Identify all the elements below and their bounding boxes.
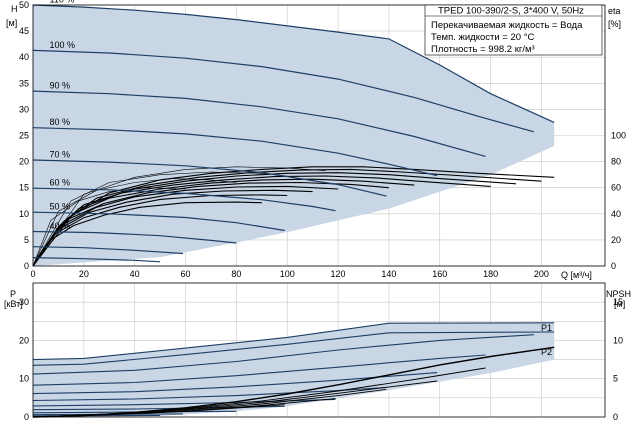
curve-label: 80 % xyxy=(50,117,71,127)
head-curve xyxy=(32,187,336,212)
head-curve xyxy=(32,90,486,157)
npsh-tick-label: 10 xyxy=(613,335,623,345)
curve-label: 110 % xyxy=(50,0,75,5)
x-tick-label: 100 xyxy=(280,269,295,279)
p-tick-label: 0 xyxy=(24,412,29,422)
y-tick-label: 5 xyxy=(24,235,29,245)
y-tick-label: 40 xyxy=(19,52,29,62)
y2-tick-label: 40 xyxy=(611,209,621,219)
head-curve xyxy=(32,246,184,255)
x-tick-label: 20 xyxy=(79,269,89,279)
npsh-axis-label: NPSH xyxy=(606,289,631,299)
npsh-tick-label: 5 xyxy=(613,374,618,384)
info-model: TPED 100-390/2-S, 3*400 V, 50Hz xyxy=(438,6,584,17)
info-fluid: Перекачиваемая жидкость = Вода xyxy=(431,20,583,31)
head-curve xyxy=(32,230,237,244)
head-curve xyxy=(32,159,387,197)
npsh-tick-label: 0 xyxy=(613,412,618,422)
y-tick-label: 45 xyxy=(19,26,29,36)
head-curve-labels: 110 % 100 % 90 % 80 % 70 % 60 % 50 % 40 % xyxy=(50,0,76,231)
head-curve xyxy=(32,211,285,232)
p1-label: P1 xyxy=(541,323,552,333)
x-tick-label: 180 xyxy=(483,269,498,279)
x-tick-label: 200 xyxy=(534,269,549,279)
head-curves xyxy=(32,4,555,263)
curve-label: 70 % xyxy=(50,150,71,160)
p-axis-unit: [кВт] xyxy=(4,299,23,309)
power-curve xyxy=(32,386,387,402)
p-tick-label: 30 xyxy=(19,297,29,307)
y2-axis-label: eta xyxy=(608,6,621,16)
head-curve xyxy=(32,49,534,133)
y2-tick-label: 60 xyxy=(611,183,621,193)
eta-thin-curve xyxy=(32,171,288,267)
curve-label: 90 % xyxy=(50,81,71,91)
x-tick-label: 0 xyxy=(30,269,35,279)
y-axis-unit: [м] xyxy=(6,18,17,28)
x-tick-label: 40 xyxy=(130,269,140,279)
curve-label: 60 % xyxy=(50,178,71,188)
head-curve xyxy=(32,127,438,177)
power-curve xyxy=(32,354,486,386)
y-axis-label: H xyxy=(11,4,18,14)
power-curve xyxy=(32,331,555,366)
y2-axis-unit: [%] xyxy=(608,19,621,29)
y2-tick-label: 20 xyxy=(611,235,621,245)
y-tick-label: 50 xyxy=(19,0,29,10)
head-curve xyxy=(32,4,555,123)
power-envelope-area xyxy=(33,322,555,417)
curve-label: 50 % xyxy=(50,202,71,212)
head-frame xyxy=(32,4,606,267)
y-tick-label: 0 xyxy=(24,261,29,271)
y-tick-label: 35 xyxy=(19,78,29,88)
efficiency-curves xyxy=(32,166,555,267)
power-curve xyxy=(32,322,555,361)
eta-curve xyxy=(32,201,262,267)
p-tick-label: 10 xyxy=(19,374,29,384)
info-temperature: Темп. жидкости = 20 °C xyxy=(431,32,534,43)
npsh-tick-label: 15 xyxy=(613,297,623,307)
eta-thin-curve xyxy=(32,178,237,267)
x-tick-label: 140 xyxy=(381,269,396,279)
power-npsh-panel: 0 10 20 30 0 5 10 15 P [кВт] NPSH [м] P1 P2 xyxy=(4,282,631,422)
y-tick-label: 20 xyxy=(19,157,29,167)
y2-tick-label: 80 xyxy=(611,157,621,167)
head-flow-panel: 0 20 40 60 80 100 120 140 160 180 2000510152025303… xyxy=(6,0,626,280)
y-tick-label: 30 xyxy=(19,104,29,114)
x-tick-label: 60 xyxy=(181,269,191,279)
p-axis-label: P xyxy=(10,289,16,299)
power-curve xyxy=(32,334,534,375)
p2-label: P2 xyxy=(541,347,552,357)
npsh-curves xyxy=(32,346,555,418)
head-envelope-area xyxy=(33,5,555,266)
x-axis-label: Q [м³/ч] xyxy=(561,270,592,280)
head-envelope xyxy=(33,5,555,266)
head-curve xyxy=(32,257,161,263)
y-tick-label: 10 xyxy=(19,209,29,219)
power-frame xyxy=(32,282,606,418)
x-tick-label: 160 xyxy=(432,269,447,279)
power-ticks: 0 10 20 30 0 5 10 15 xyxy=(19,297,623,422)
info-box xyxy=(424,4,603,56)
y-tick-label: 25 xyxy=(19,131,29,141)
head-ticks: 0 20 40 60 80 100 120 140 160 180 2000510152025303… xyxy=(19,0,626,279)
curve-label: 40 % xyxy=(50,221,71,231)
info-density: Плотность = 998.2 кг/м³ xyxy=(431,44,535,55)
p-tick-label: 20 xyxy=(19,335,29,345)
x-tick-label: 80 xyxy=(231,269,241,279)
npsh-main-curve xyxy=(32,346,555,418)
y-tick-label: 15 xyxy=(19,183,29,193)
x-tick-label: 120 xyxy=(331,269,346,279)
power-envelope xyxy=(33,322,555,417)
npsh-axis-unit: [м] xyxy=(614,299,625,309)
curve-label: 100 % xyxy=(50,40,76,50)
y2-tick-label: 0 xyxy=(611,261,616,271)
y2-tick-label: 100 xyxy=(611,131,626,141)
